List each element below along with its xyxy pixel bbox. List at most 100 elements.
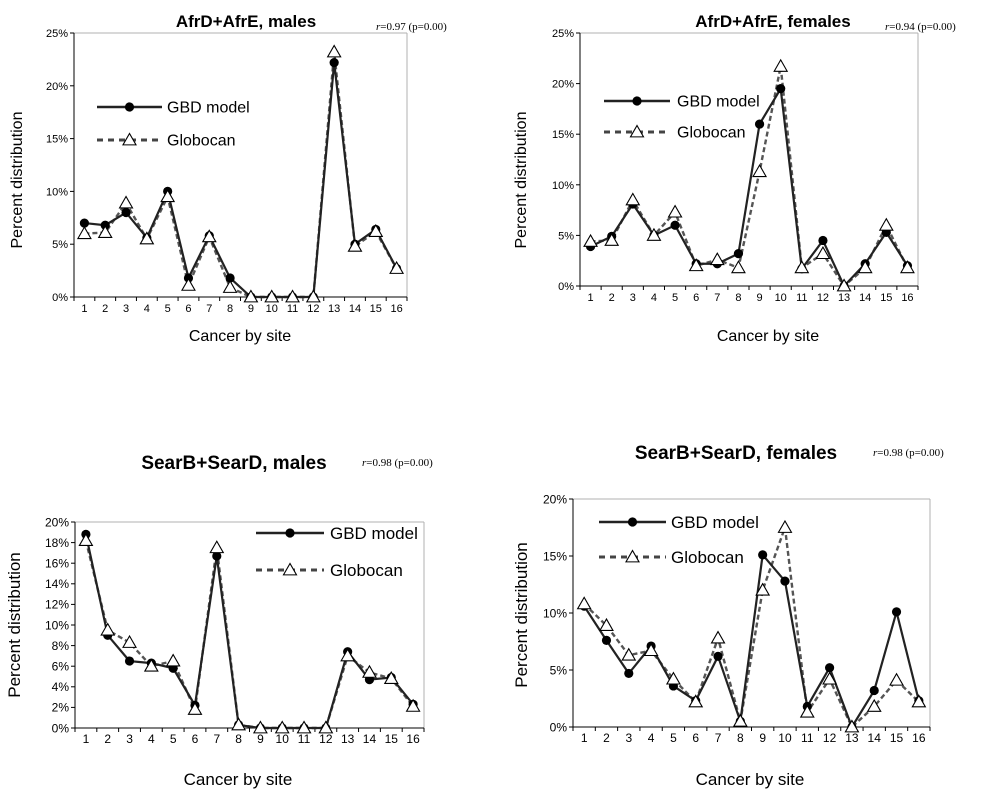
x-tick-label: 1 (581, 731, 588, 745)
legend-entry-gbd-model: GBD model (256, 524, 418, 543)
data-point-gbd-model (212, 551, 222, 561)
legend-marker-globocan (282, 562, 298, 576)
x-tick-label: 7 (206, 303, 212, 315)
data-point-globocan (243, 289, 259, 303)
data-point-globocan (296, 720, 312, 734)
x-tick-label: 5 (170, 732, 177, 746)
x-tick-label: 3 (123, 303, 129, 315)
chart-title: AfrD+AfrE, males (176, 12, 316, 31)
x-tick-label: 10 (276, 732, 290, 746)
data-point-globocan (389, 260, 405, 274)
x-tick-label: 10 (778, 731, 792, 745)
legend-label-gbd-model: GBD model (677, 94, 760, 111)
x-tick-label: 15 (385, 732, 399, 746)
data-point-globocan (688, 258, 704, 272)
y-tick-label: 20% (45, 515, 69, 529)
x-tick-label: 8 (737, 731, 744, 745)
y-tick-label: 4% (52, 680, 70, 694)
x-axis-title: Cancer by site (717, 328, 819, 345)
y-tick-label: 0% (52, 721, 70, 735)
x-tick-label: 4 (144, 303, 150, 315)
y-axis-title: Percent distribution (512, 542, 531, 688)
series-line-gbd-model (583, 552, 920, 730)
y-tick-label: 10% (45, 618, 69, 632)
x-tick-label: 11 (298, 732, 311, 746)
x-tick-label: 9 (248, 303, 254, 315)
series-line-gbd-model (84, 62, 398, 299)
x-tick-label: 1 (81, 303, 87, 315)
y-tick-label: 0% (52, 292, 68, 304)
data-point-globocan (625, 192, 641, 206)
x-tick-label: 15 (880, 292, 892, 304)
x-tick-label: 11 (801, 731, 814, 745)
x-tick-label: 6 (192, 732, 199, 746)
chart-panel-1: AfrD+AfrE, males r=0.97 (p=0.00)0%5%10%15… (9, 12, 447, 345)
x-tick-label: 3 (625, 731, 632, 745)
correlation-stat: r=0.97 (p=0.00) (376, 21, 447, 33)
series-line-globocan (583, 527, 920, 729)
data-point-globocan (209, 540, 225, 554)
y-tick-label: 5% (52, 239, 68, 251)
data-point-globocan (160, 189, 176, 203)
data-point-globocan (362, 664, 377, 678)
data-point-gbd-model (79, 218, 90, 228)
y-tick-label: 5% (550, 663, 568, 677)
data-point-globocan (730, 260, 746, 274)
x-tick-label: 12 (307, 303, 319, 315)
x-tick-label: 7 (213, 732, 220, 746)
data-point-globocan (815, 246, 831, 260)
y-tick-label: 6% (52, 660, 70, 674)
y-tick-label: 0% (558, 281, 574, 293)
data-point-gbd-model (758, 550, 768, 560)
x-tick-label: 15 (370, 303, 382, 315)
x-tick-label: 8 (227, 303, 233, 315)
x-tick-label: 15 (890, 731, 904, 745)
x-tick-label: 14 (859, 292, 871, 304)
x-tick-label: 7 (715, 731, 722, 745)
data-point-gbd-model (818, 235, 828, 246)
chart-title: SearB+SearD, females (635, 443, 837, 464)
x-tick-label: 11 (287, 303, 298, 315)
data-point-globocan (340, 648, 356, 662)
x-tick-label: 4 (148, 732, 155, 746)
series-line-globocan (590, 66, 909, 288)
x-tick-label: 13 (838, 292, 850, 304)
data-point-gbd-model (624, 668, 634, 679)
data-point-gbd-model (869, 685, 879, 696)
data-point-gbd-model (601, 635, 612, 645)
x-tick-label: 2 (102, 303, 108, 315)
correlation-stat: r=0.98 (p=0.00) (362, 457, 433, 469)
data-point-globocan (252, 720, 268, 734)
data-point-globocan (187, 701, 203, 715)
x-tick-label: 6 (693, 292, 699, 304)
x-tick-label: 6 (185, 303, 191, 315)
data-point-globocan (405, 698, 421, 712)
y-tick-label: 15% (543, 549, 567, 563)
y-tick-label: 18% (45, 536, 69, 550)
legend: GBD model Globocan (256, 524, 418, 580)
x-tick-label: 13 (845, 731, 859, 745)
y-tick-label: 14% (45, 577, 69, 591)
data-point-gbd-model (733, 249, 744, 259)
data-point-gbd-model (329, 57, 339, 68)
series-line-gbd-model (590, 85, 909, 288)
data-point-globocan (794, 260, 810, 274)
legend: GBD model Globocan (97, 100, 250, 150)
y-tick-label: 12% (45, 598, 69, 612)
y-tick-label: 16% (45, 557, 69, 571)
y-tick-label: 15% (46, 134, 68, 146)
data-point-gbd-model (891, 607, 902, 617)
data-point-globocan (665, 671, 681, 685)
data-point-globocan (889, 672, 904, 686)
data-point-globocan (755, 582, 771, 596)
y-tick-label: 10% (543, 606, 567, 620)
legend-label-globocan: Globocan (330, 561, 403, 580)
x-tick-label: 1 (588, 292, 594, 304)
x-tick-label: 5 (165, 303, 171, 315)
x-axis-title: Cancer by site (696, 770, 805, 789)
data-point-globocan (710, 630, 726, 644)
data-point-globocan (122, 634, 137, 648)
x-tick-label: 16 (912, 731, 926, 745)
data-point-globocan (383, 670, 399, 684)
